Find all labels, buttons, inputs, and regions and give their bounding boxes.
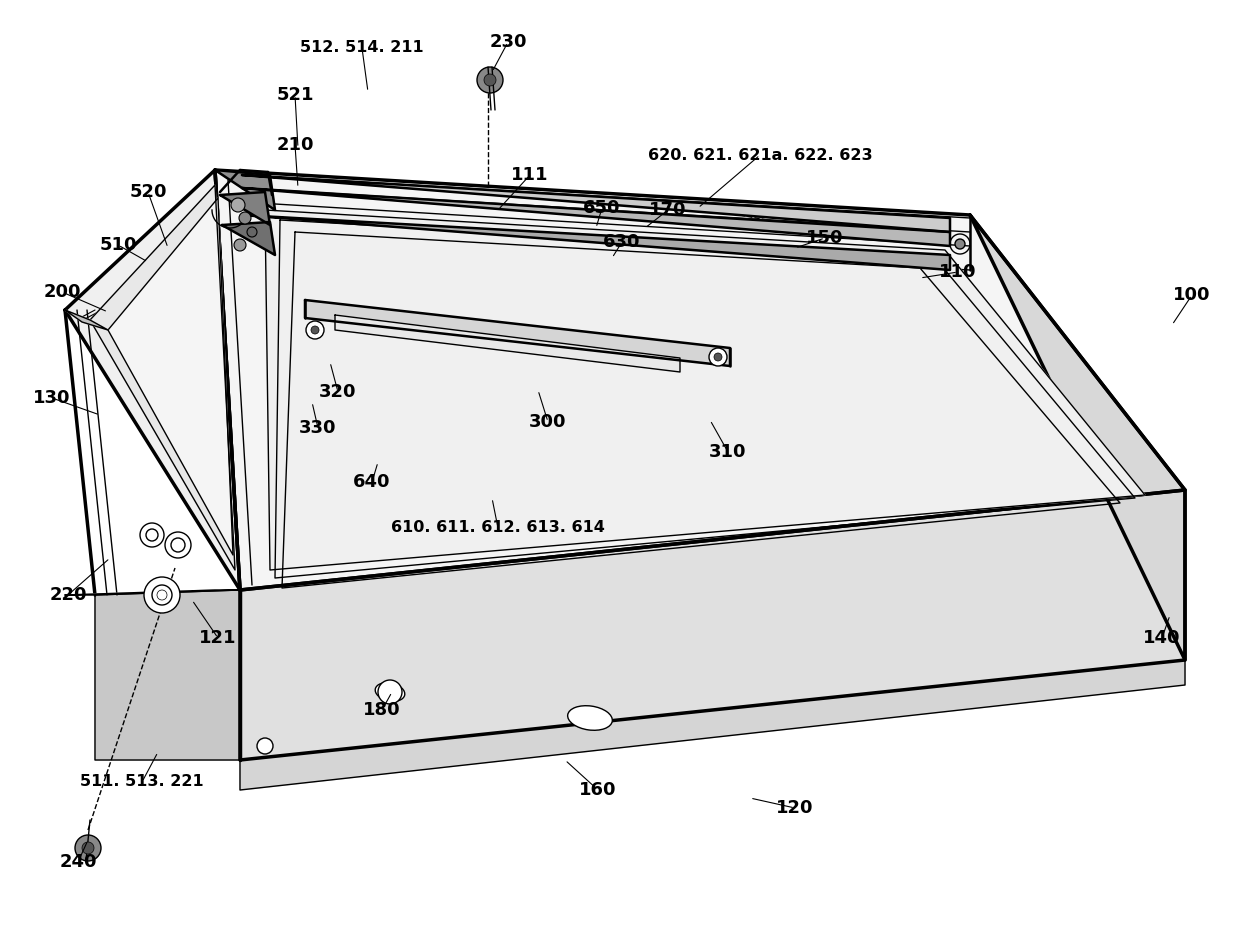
Circle shape [140, 523, 164, 547]
Polygon shape [64, 590, 241, 595]
Circle shape [311, 326, 319, 334]
Circle shape [153, 585, 172, 605]
Text: 240: 240 [60, 853, 97, 871]
Text: 310: 310 [709, 443, 746, 461]
Polygon shape [215, 170, 275, 210]
Polygon shape [305, 300, 730, 366]
Polygon shape [241, 490, 1185, 760]
Polygon shape [242, 188, 950, 246]
Text: 520: 520 [129, 183, 166, 201]
Text: 150: 150 [806, 229, 843, 247]
Polygon shape [242, 215, 950, 270]
Ellipse shape [376, 683, 404, 701]
Text: 140: 140 [1143, 629, 1180, 647]
Text: 320: 320 [319, 383, 357, 401]
Text: 230: 230 [490, 33, 527, 51]
Ellipse shape [568, 706, 613, 731]
Text: 121: 121 [200, 629, 237, 647]
Polygon shape [64, 310, 108, 330]
Text: 640: 640 [353, 473, 391, 491]
Polygon shape [241, 660, 1185, 790]
Circle shape [306, 321, 324, 339]
Circle shape [239, 212, 250, 224]
Circle shape [257, 738, 273, 754]
Circle shape [484, 74, 496, 86]
Text: 170: 170 [650, 201, 687, 219]
Text: 120: 120 [776, 799, 813, 817]
Polygon shape [215, 170, 1185, 590]
Text: 200: 200 [43, 283, 81, 301]
Text: 110: 110 [939, 263, 977, 281]
Circle shape [231, 198, 246, 212]
Circle shape [171, 538, 185, 552]
Text: 511. 513. 221: 511. 513. 221 [81, 775, 203, 790]
Text: 620. 621. 621a. 622. 623: 620. 621. 621a. 622. 623 [647, 147, 872, 162]
Text: 180: 180 [363, 701, 401, 719]
Text: 210: 210 [277, 136, 314, 154]
Polygon shape [970, 215, 1185, 660]
Circle shape [165, 532, 191, 558]
Polygon shape [91, 185, 236, 570]
Circle shape [477, 67, 503, 93]
Circle shape [74, 835, 100, 861]
Circle shape [234, 239, 246, 251]
Text: 510: 510 [99, 236, 136, 254]
Text: 130: 130 [33, 389, 71, 407]
Circle shape [378, 680, 402, 704]
Text: 512. 514. 211: 512. 514. 211 [300, 40, 424, 55]
Polygon shape [222, 222, 275, 255]
Text: 650: 650 [583, 199, 621, 217]
Text: 330: 330 [299, 419, 337, 437]
Polygon shape [335, 315, 680, 372]
Text: 160: 160 [579, 781, 616, 799]
Circle shape [146, 529, 157, 541]
Polygon shape [265, 210, 1145, 570]
Circle shape [82, 842, 94, 854]
Text: 521: 521 [277, 86, 314, 104]
Polygon shape [219, 192, 270, 225]
Text: 630: 630 [603, 233, 641, 251]
Circle shape [144, 577, 180, 613]
Circle shape [955, 239, 965, 249]
Text: 220: 220 [50, 586, 87, 604]
Polygon shape [242, 175, 950, 232]
Circle shape [714, 353, 722, 361]
Polygon shape [95, 590, 241, 760]
Text: 300: 300 [529, 413, 567, 431]
Text: 111: 111 [511, 166, 549, 184]
Polygon shape [64, 170, 241, 590]
Text: 100: 100 [1173, 286, 1210, 304]
Text: 610. 611. 612. 613. 614: 610. 611. 612. 613. 614 [391, 520, 605, 535]
Circle shape [157, 590, 167, 600]
Polygon shape [108, 198, 233, 555]
Circle shape [709, 348, 727, 366]
Circle shape [247, 227, 257, 237]
